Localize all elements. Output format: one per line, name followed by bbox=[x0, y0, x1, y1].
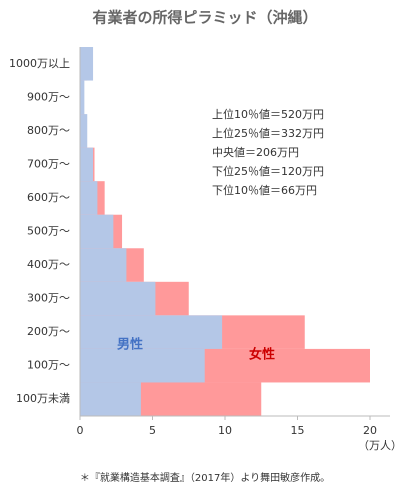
bar bbox=[80, 47, 94, 81]
bar bbox=[80, 382, 141, 416]
bar bbox=[80, 214, 114, 249]
y-tick-label: 800万〜 bbox=[27, 124, 70, 137]
x-tick-label: 0 bbox=[77, 424, 84, 437]
y-tick-label: 500万〜 bbox=[27, 225, 70, 238]
bar bbox=[80, 80, 85, 115]
x-tick-label: 5 bbox=[149, 424, 156, 437]
bar bbox=[80, 181, 98, 215]
y-tick-label: 400万〜 bbox=[27, 258, 70, 271]
bar bbox=[80, 281, 156, 316]
bar bbox=[80, 114, 88, 148]
y-tick-label: 600万〜 bbox=[27, 191, 70, 204]
x-tick-label: 20 bbox=[363, 424, 377, 437]
y-tick-label: 300万〜 bbox=[27, 292, 70, 305]
source-note: ＊『就業構造基本調査』（2017年）より舞田敏彦作成。 bbox=[80, 471, 330, 484]
y-tick-label: 900万〜 bbox=[27, 90, 70, 103]
x-axis-label: （万人） bbox=[358, 439, 402, 452]
y-tick-label: 700万〜 bbox=[27, 157, 70, 170]
stat-annotation: 下位25％値＝120万円 bbox=[212, 164, 324, 178]
series-label: 男性 bbox=[117, 337, 143, 353]
stat-annotation: 下位10％値＝66万円 bbox=[212, 183, 317, 197]
y-tick-label: 1000万以上 bbox=[9, 57, 70, 70]
series-label: 女性 bbox=[249, 347, 275, 363]
y-tick-label: 100万未満 bbox=[16, 392, 70, 405]
y-tick-label: 100万〜 bbox=[27, 359, 70, 372]
stat-annotation: 中央値＝206万円 bbox=[212, 146, 299, 159]
stat-annotation: 上位25％値＝332万円 bbox=[212, 126, 324, 140]
bar bbox=[80, 147, 94, 182]
bar bbox=[80, 315, 223, 349]
stat-annotation: 上位10％値＝520万円 bbox=[212, 107, 324, 121]
x-tick-label: 15 bbox=[291, 424, 305, 437]
chart-title: 有業者の所得ピラミッド（沖縄） bbox=[92, 9, 317, 27]
y-tick-label: 200万〜 bbox=[27, 325, 70, 338]
bar bbox=[80, 348, 205, 383]
bar bbox=[80, 248, 127, 282]
x-tick-label: 10 bbox=[218, 424, 232, 437]
